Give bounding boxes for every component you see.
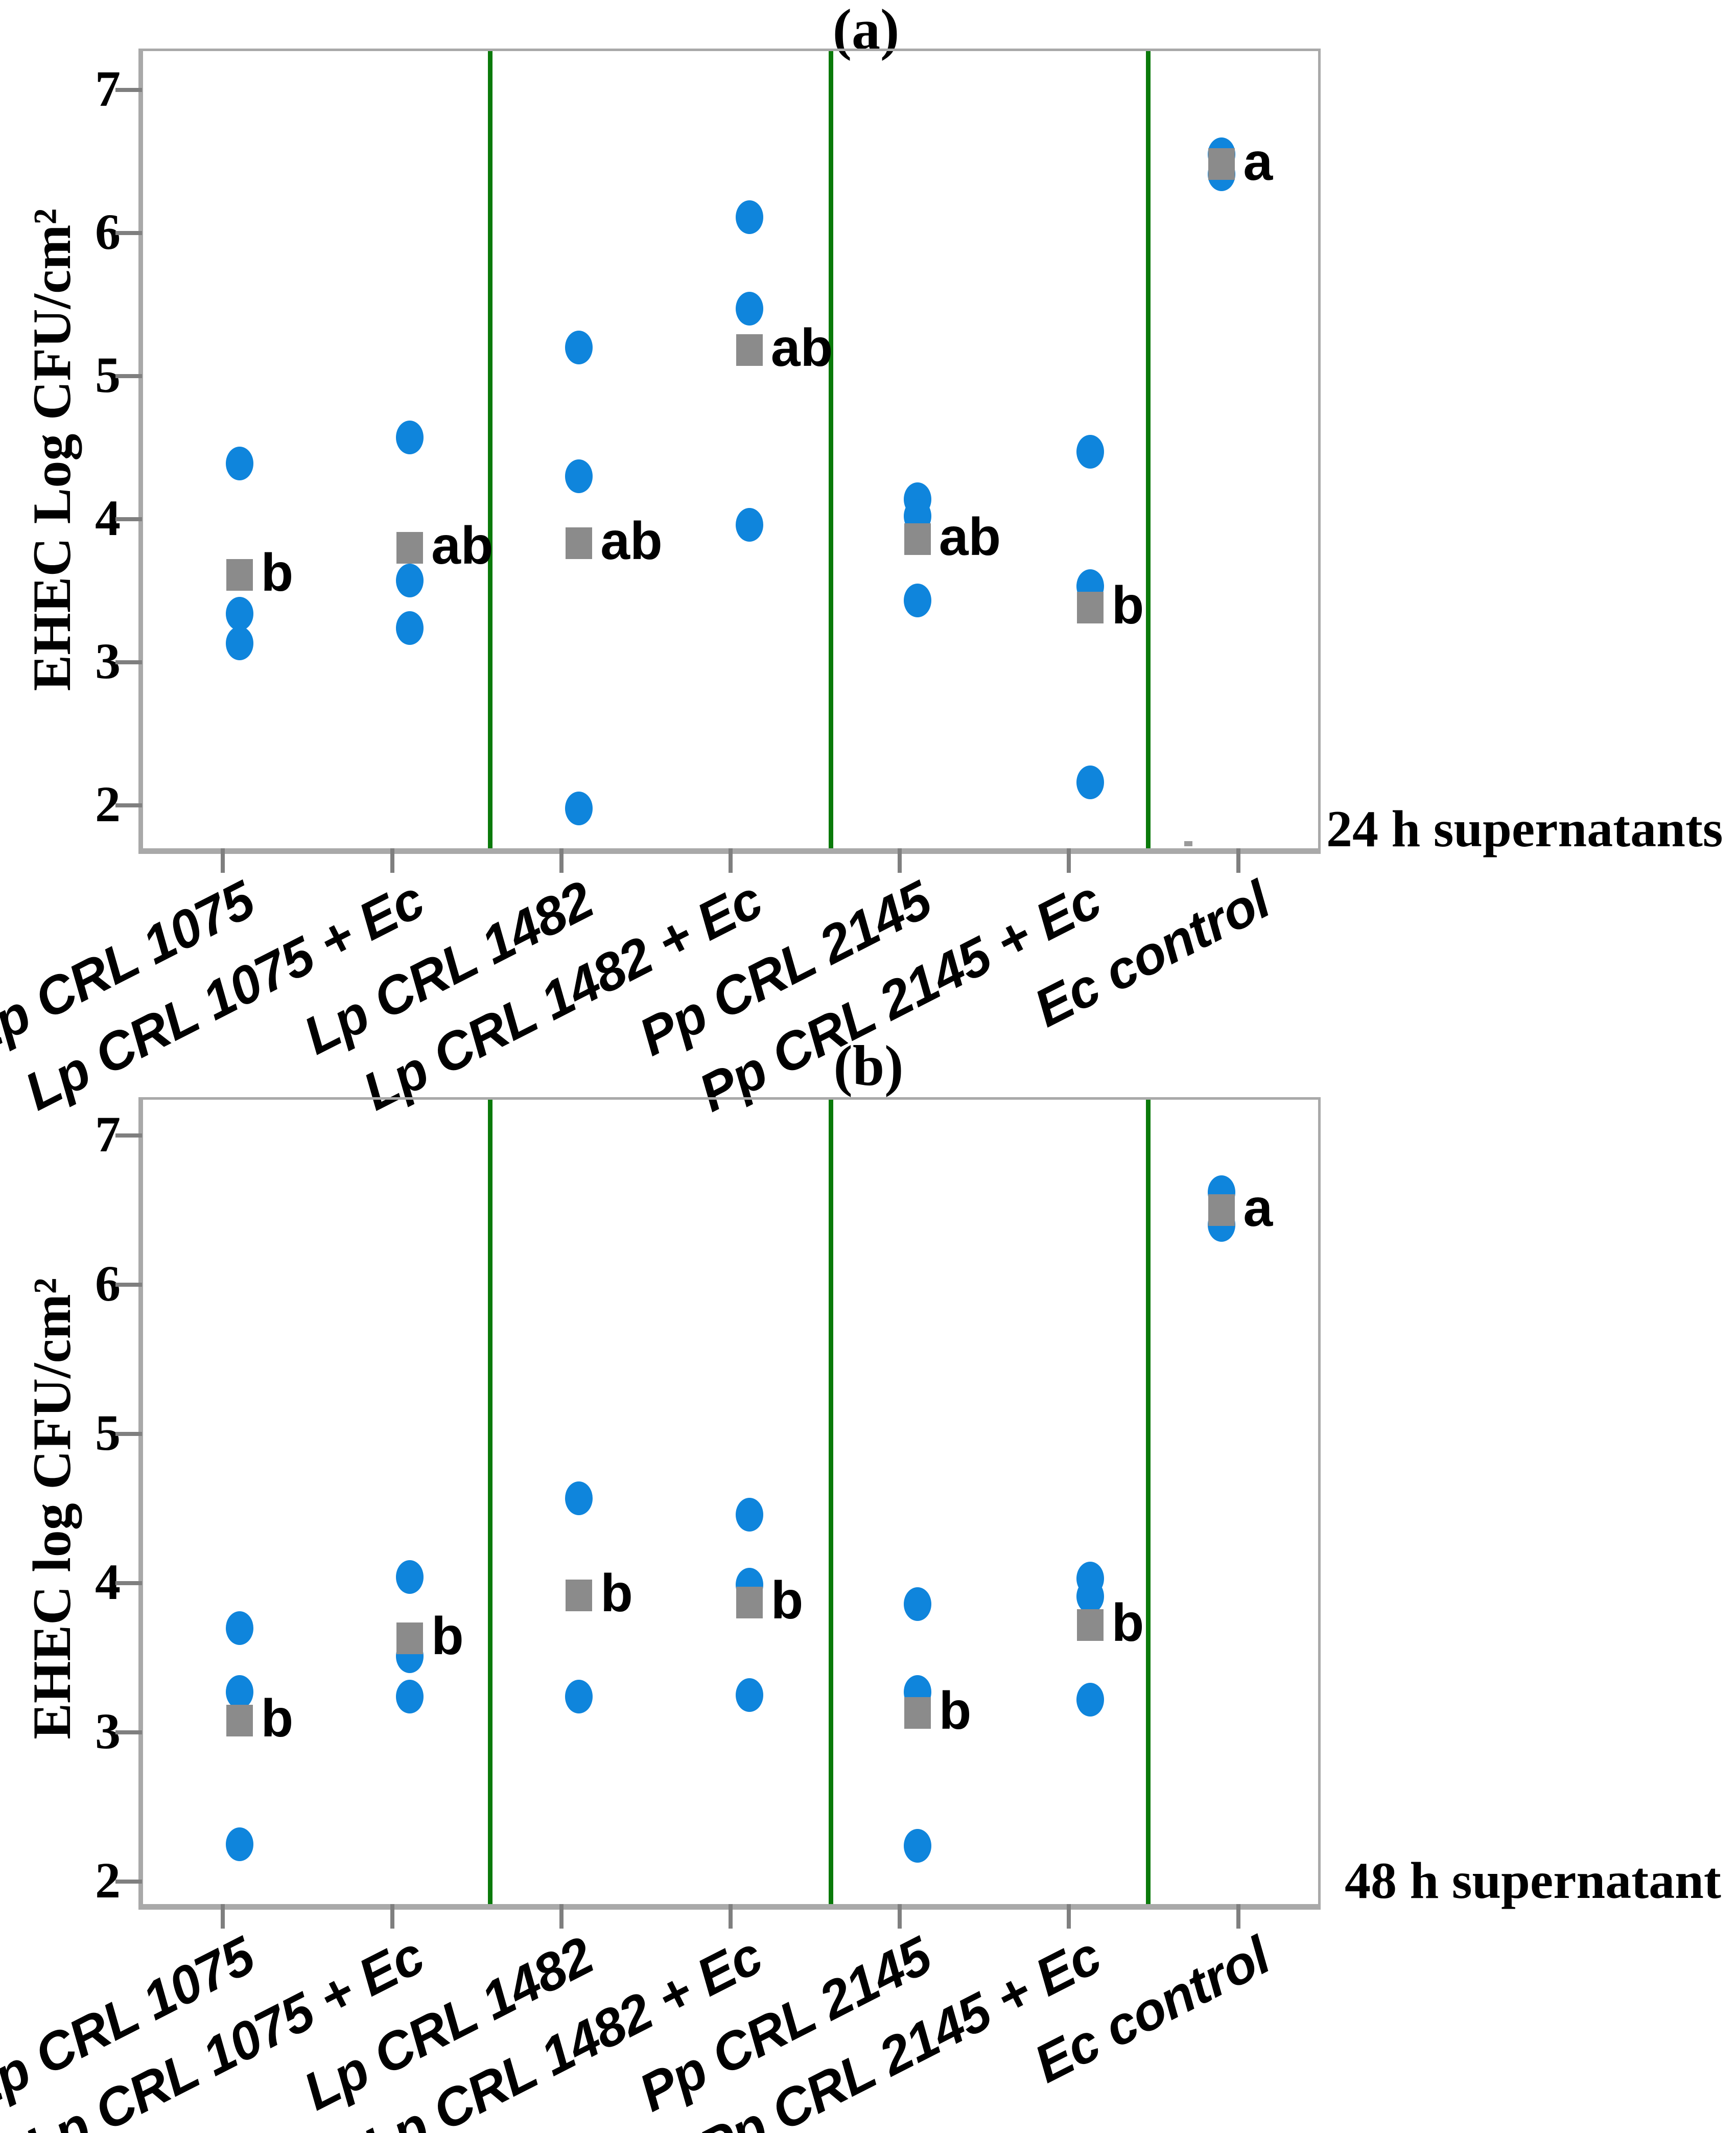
data-point-dot [565,459,593,493]
mean-square [1076,1609,1104,1641]
y-tick-mark [115,230,142,235]
data-point-dot [396,1560,424,1594]
mean-square [1076,592,1104,624]
data-point-dot [1076,1580,1104,1614]
stray-mark [1184,841,1192,846]
group-divider-line [487,51,492,848]
mean-square [226,559,253,591]
x-tick-mark [1236,848,1240,873]
data-point-dot [735,1497,763,1532]
data-point-dot [225,627,253,661]
data-point-dot [735,200,763,234]
x-tick-mark [559,1904,564,1929]
mean-square [904,523,931,555]
significance-letter: b [261,1688,294,1748]
x-tick-mark [729,848,733,873]
mean-square [396,531,424,564]
y-tick-mark [115,374,142,378]
significance-letter: a [1243,1178,1273,1238]
data-point-dot [903,1829,931,1863]
data-point-dot [225,596,253,631]
data-point-dot [565,330,593,364]
mean-square [396,1622,424,1655]
x-tick-mark [1067,1904,1071,1929]
y-tick-mark [115,1432,142,1436]
group-divider-line [487,1100,492,1904]
significance-letter: b [770,1570,804,1630]
data-point-dot [225,1827,253,1862]
significance-letter: ab [939,507,1001,567]
y-tick-mark [115,660,142,664]
panel-b-side-annotation: 48 h supernatant [1345,1852,1721,1910]
data-point-dot [225,1611,253,1645]
mean-square [904,1697,931,1729]
x-tick-mark [898,1904,902,1929]
data-point-dot [396,1680,424,1714]
data-point-dot [735,292,763,326]
mean-square [226,1704,253,1736]
y-tick-mark [115,517,142,521]
y-tick-mark [115,1283,142,1287]
group-divider-line [828,1100,833,1904]
mean-square [1208,148,1235,180]
y-tick-mark [115,87,142,92]
x-tick-mark [390,848,394,873]
y-tick-mark [115,1581,142,1586]
significance-letter: a [1243,132,1273,192]
mean-square [736,334,763,366]
y-tick-mark [115,1880,142,1884]
x-tick-mark [221,1904,225,1929]
data-point-dot [1076,435,1104,469]
x-tick-mark [729,1904,733,1929]
x-tick-mark [221,848,225,873]
mean-square [566,527,593,560]
mean-square [1208,1194,1235,1226]
x-tick-mark [898,848,902,873]
data-point-dot [565,791,593,825]
significance-letter: b [600,1563,633,1623]
data-point-dot [903,1587,931,1621]
mean-square [736,1587,763,1619]
panel-b-title: (b) [833,1034,904,1098]
significance-letter: b [939,1681,972,1741]
data-point-dot [735,1678,763,1712]
data-point-dot [225,1675,253,1709]
significance-letter: b [431,1607,464,1666]
panel-a-side-annotation: 24 h supernatants [1326,800,1723,858]
significance-letter: ab [770,318,833,378]
data-point-dot [1076,1682,1104,1717]
data-point-dot [396,421,424,455]
significance-letter: ab [600,512,663,571]
x-tick-mark [1236,1904,1240,1929]
data-point-dot [903,584,931,618]
y-tick-mark [115,1133,142,1138]
significance-letter: b [1111,1593,1144,1653]
y-tick-mark [115,1730,142,1735]
mean-square [566,1579,593,1611]
group-divider-line [828,51,833,848]
data-point-dot [225,446,253,480]
data-point-dot [396,611,424,645]
data-point-dot [1076,766,1104,800]
data-point-dot [565,1680,593,1714]
significance-letter: b [1111,576,1144,636]
y-tick-mark [115,803,142,807]
data-point-dot [565,1481,593,1515]
significance-letter: b [261,543,294,602]
data-point-dot [396,564,424,598]
x-tick-mark [390,1904,394,1929]
group-divider-line [1145,51,1151,848]
x-tick-mark [1067,848,1071,873]
significance-letter: ab [431,516,494,575]
x-tick-mark [559,848,564,873]
data-point-dot [735,508,763,542]
group-divider-line [1145,1100,1151,1904]
